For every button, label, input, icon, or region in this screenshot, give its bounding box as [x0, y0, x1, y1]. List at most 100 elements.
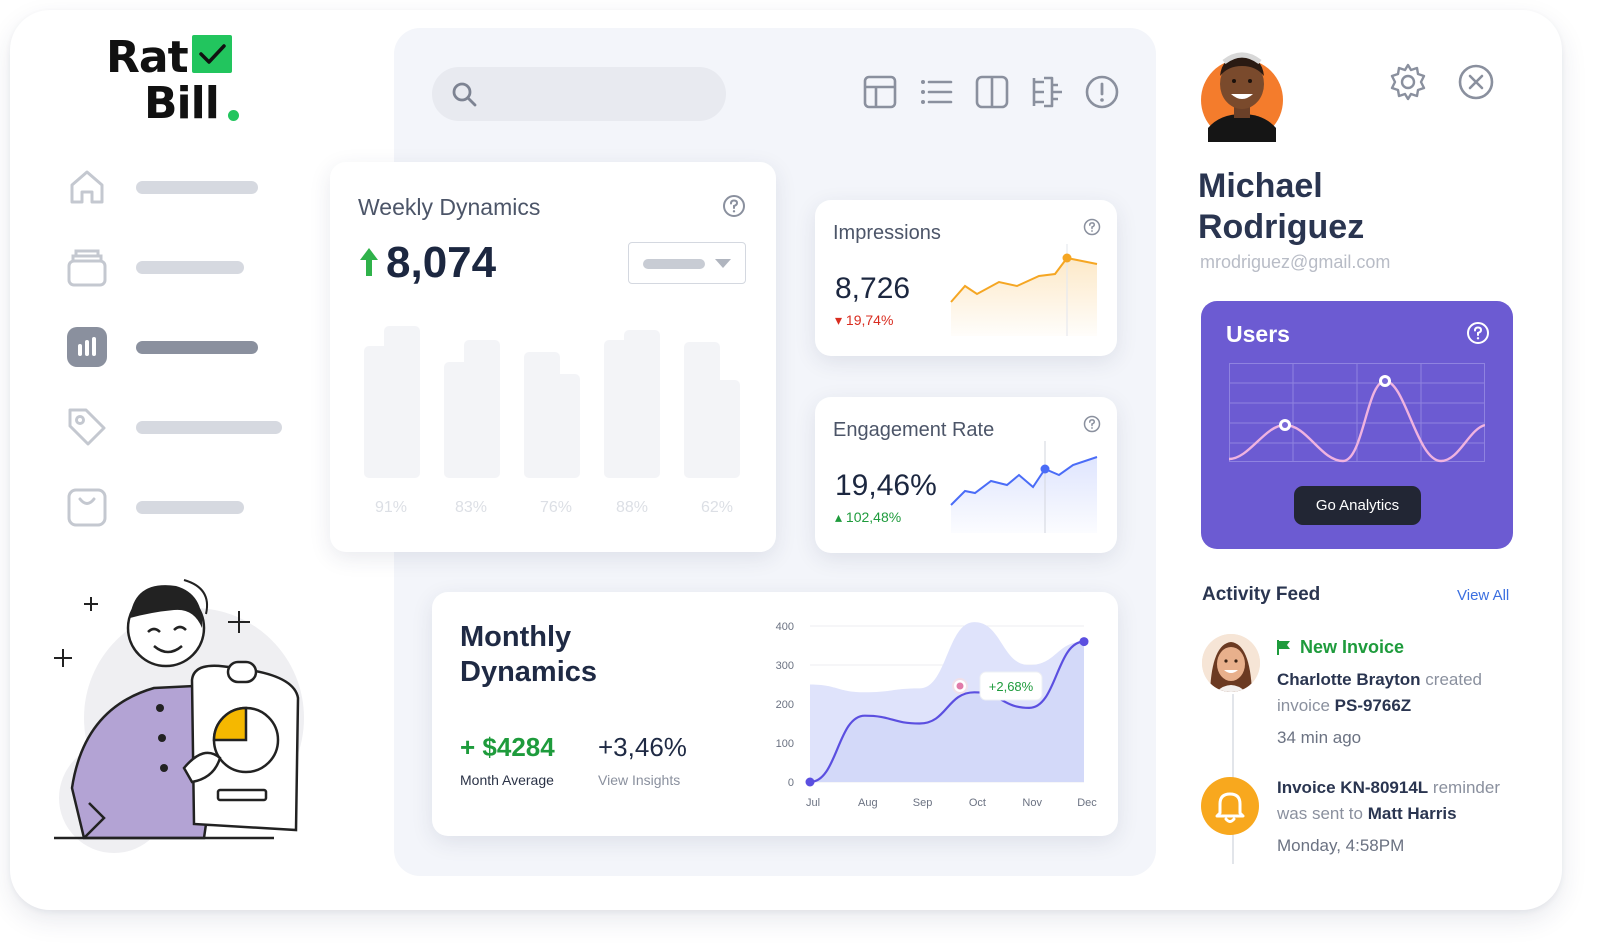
chevron-down-icon	[715, 259, 731, 268]
search-input[interactable]	[432, 67, 726, 121]
info-icon[interactable]	[1084, 74, 1120, 110]
period-select[interactable]	[628, 242, 746, 284]
help-icon[interactable]	[1083, 415, 1101, 433]
engagement-title: Engagement Rate	[833, 419, 995, 441]
bar-front	[704, 380, 740, 478]
bar-label: 91%	[375, 499, 407, 512]
bar-label: 88%	[616, 499, 648, 512]
sidebar-item-label-placeholder	[136, 181, 258, 194]
sidebar-item-tags[interactable]	[66, 406, 306, 450]
y-tick-label: 100	[776, 738, 794, 750]
person-with-chart-illustration	[44, 568, 324, 858]
activity-feed-title: Activity Feed	[1202, 584, 1321, 605]
flag-icon	[1276, 639, 1292, 655]
series-line	[809, 640, 1085, 784]
bar-front	[464, 340, 500, 478]
grid-view-icon[interactable]	[862, 74, 898, 110]
monthly-dynamics-title: Monthly Dynamics	[460, 621, 598, 688]
profile-first-name: Michael	[1198, 167, 1323, 205]
engagement-rate-card: Engagement Rate 19,46% ▴ 102,48%	[815, 397, 1117, 553]
impressions-change: ▾ 19,74%	[835, 312, 894, 328]
impressions-sparkline	[950, 244, 1098, 336]
archive-box-icon	[66, 246, 108, 288]
feed-item-time: Monday, 4:58PM	[1277, 836, 1405, 855]
bar-label: 76%	[540, 499, 572, 512]
highlight-point	[1062, 253, 1072, 263]
logo-text-line1: Rat	[106, 32, 189, 83]
select-value-placeholder	[643, 259, 705, 269]
feed-item-text: Invoice KN-80914L reminder was sent to M…	[1277, 778, 1500, 823]
weekly-value: 8,074	[386, 238, 497, 287]
tag-icon	[66, 406, 108, 448]
bell-icon[interactable]	[1201, 777, 1259, 835]
logo-check-icon	[192, 35, 232, 73]
sidebar-item-label-placeholder	[136, 261, 244, 274]
search-icon	[450, 80, 478, 108]
shopping-bag-icon	[66, 486, 108, 528]
bar-chart-icon	[66, 326, 108, 368]
logo-dot	[228, 110, 239, 121]
weekly-dynamics-card: Weekly Dynamics 8,074 91% 83% 76% 88% 62…	[330, 162, 776, 552]
y-tick-label: 200	[776, 699, 794, 711]
go-analytics-button[interactable]: Go Analytics	[1294, 486, 1421, 525]
series-point	[805, 777, 815, 787]
bar-front	[624, 330, 660, 478]
x-tick-label: Jul	[806, 797, 820, 809]
up-triangle-icon: ▴	[835, 509, 846, 525]
profile-avatar[interactable]	[1200, 44, 1284, 142]
close-icon[interactable]	[1456, 62, 1496, 102]
help-icon[interactable]	[1466, 321, 1490, 345]
view-all-link[interactable]: View All	[1457, 587, 1510, 604]
trend-up-arrow-icon	[358, 246, 380, 278]
view-insights-link[interactable]: View Insights	[598, 772, 681, 788]
y-tick-label: 0	[788, 777, 794, 789]
help-icon[interactable]	[722, 194, 746, 218]
sidebar-item-label-placeholder	[136, 421, 282, 434]
sidebar-item-label-placeholder	[136, 501, 244, 514]
feed-item-text: Charlotte Brayton created invoice PS-976…	[1277, 670, 1483, 715]
help-icon[interactable]	[1083, 218, 1101, 236]
engagement-change: ▴ 102,48%	[835, 509, 902, 525]
feed-avatar[interactable]	[1202, 634, 1260, 692]
sidebar-item-home[interactable]	[66, 166, 306, 210]
sidebar-item-analytics[interactable]	[66, 326, 306, 370]
users-wave-chart	[1229, 363, 1485, 463]
sidebar-item-shop[interactable]	[66, 486, 306, 530]
home-icon	[66, 166, 108, 208]
tooltip-text: +2,68%	[989, 679, 1034, 694]
profile-name: Michael Rodriguez	[1198, 166, 1364, 248]
users-title: Users	[1226, 321, 1290, 347]
sidebar-item-label-placeholder	[136, 341, 258, 354]
feed-tag: New Invoice	[1276, 637, 1404, 658]
x-tick-label: Nov	[1022, 797, 1042, 809]
impressions-card: Impressions 8,726 ▾ 19,74%	[815, 200, 1117, 356]
settings-gear-icon[interactable]	[1388, 62, 1428, 102]
x-tick-label: Dec	[1077, 797, 1097, 809]
flow-icon[interactable]	[1030, 74, 1066, 110]
series-area-fill	[810, 641, 1084, 782]
down-triangle-icon: ▾	[835, 312, 846, 328]
bar-front	[384, 326, 420, 478]
feed-item-time: 34 min ago	[1277, 728, 1362, 747]
list-view-icon[interactable]	[918, 74, 954, 110]
weekly-bar-chart: 91% 83% 76% 88% 62%	[364, 326, 740, 512]
insights-value: +3,46%	[598, 732, 687, 762]
chart-tooltip: +2,68%	[952, 671, 1043, 701]
highlight-point	[1040, 464, 1050, 474]
x-tick-label: Aug	[858, 797, 878, 809]
series-point	[1079, 637, 1089, 647]
profile-email: mrodriguez@gmail.com	[1200, 252, 1391, 272]
engagement-sparkline	[950, 441, 1098, 533]
x-tick-label: Sep	[913, 797, 933, 809]
brand-logo[interactable]: Rat Bill	[106, 30, 256, 130]
split-view-icon[interactable]	[974, 74, 1010, 110]
bar-front	[544, 374, 580, 478]
monthly-dynamics-card: Monthly Dynamics + $4284 Month Average +…	[432, 592, 1118, 836]
impressions-title: Impressions	[833, 222, 941, 244]
month-average-value: + $4284	[460, 732, 555, 762]
impressions-value: 8,726	[835, 272, 911, 305]
monthly-area-chart: 0 100 200 300 400 Jul Aug Sep Oct Nov Dec +2,68%	[776, 621, 1098, 809]
logo-text-line2: Bill	[144, 78, 220, 129]
sidebar-item-archive[interactable]	[66, 246, 306, 290]
bar-label: 83%	[455, 499, 487, 512]
